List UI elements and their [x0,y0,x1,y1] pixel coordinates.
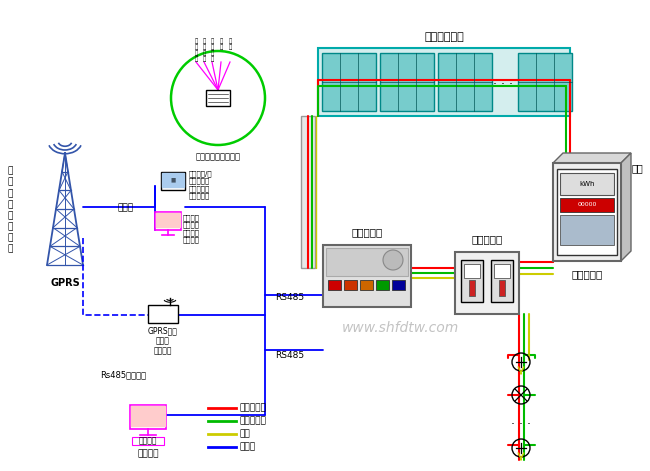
Text: 服
务
器
云
计
算
中
心: 服 务 器 云 计 算 中 心 [7,167,13,253]
Text: 火线或正极: 火线或正极 [240,404,267,413]
Bar [560,215,614,245]
Circle shape [383,250,403,270]
Text: 用户配电箱: 用户配电箱 [571,269,603,279]
Bar [130,405,166,429]
Bar [518,53,572,111]
Bar [560,173,614,195]
Bar [553,163,621,261]
Text: 以太网: 以太网 [118,203,134,212]
Text: RS485: RS485 [275,293,304,302]
Text: 环
境
温
度: 环 境 温 度 [202,38,205,62]
Text: 地线: 地线 [240,430,251,439]
Bar [301,116,315,268]
Text: 取网电脑
远程监控
光伏电站
（选配）: 取网电脑 远程监控 光伏电站 （选配） [183,214,200,244]
Bar [438,53,492,111]
Bar [156,213,180,227]
Bar [326,248,408,276]
Text: ■: ■ [170,178,176,182]
Bar [380,53,434,111]
Bar [455,252,519,314]
Text: · · ·: · · · [493,78,513,90]
Text: kWh: kWh [579,181,595,187]
Text: 本地监控: 本地监控 [137,449,159,458]
Text: www.shfdtw.com: www.shfdtw.com [341,321,459,335]
Bar [491,260,513,302]
Text: 光伏组件方阵: 光伏组件方阵 [424,32,464,42]
Bar [560,198,614,212]
Bar [494,264,510,278]
Bar [461,260,483,302]
Text: 通讯线: 通讯线 [240,442,256,452]
Bar [162,173,184,187]
Bar [376,280,389,290]
Text: 00000: 00000 [577,203,597,208]
Bar [360,280,373,290]
Text: 环境监测仪（选配）: 环境监测仪（选配） [196,152,240,161]
Text: 风
向: 风 向 [228,38,231,49]
Bar [328,280,341,290]
Bar [131,406,165,426]
Bar [148,305,178,323]
Text: 用户手机/平
板电脑远程
监控光伏电
站（选配）: 用户手机/平 板电脑远程 监控光伏电 站（选配） [189,170,213,199]
Text: GPRS数据
采集器
（选配）: GPRS数据 采集器 （选配） [148,326,178,356]
Text: 交流配电箱: 交流配电箱 [471,234,502,244]
Polygon shape [621,153,631,261]
Text: · · ·: · · · [511,419,531,431]
Text: 零线或负极: 零线或负极 [240,416,267,425]
Bar [499,280,505,296]
Bar [206,90,230,106]
Bar [132,437,164,445]
Bar [155,212,181,230]
Text: Rs485或以太网: Rs485或以太网 [100,371,146,380]
Bar [318,48,570,116]
Bar [469,280,475,296]
Text: 零火: 零火 [631,163,643,173]
Bar [464,264,480,278]
Text: 本地监控: 本地监控 [138,437,157,446]
Bar [557,169,617,255]
Bar [161,172,185,190]
Bar [323,245,411,307]
Text: 太
阳
辐
射: 太 阳 辐 射 [194,38,198,62]
Bar [322,53,376,111]
Text: GPRS: GPRS [50,278,80,288]
Bar [344,280,357,290]
Text: RS485: RS485 [275,350,304,359]
Text: 风
速: 风 速 [220,38,222,49]
Bar [392,280,405,290]
Text: 环
境
湿
度: 环 境 湿 度 [211,38,214,62]
Polygon shape [553,153,631,163]
Text: 并网逆变器: 并网逆变器 [352,227,383,237]
